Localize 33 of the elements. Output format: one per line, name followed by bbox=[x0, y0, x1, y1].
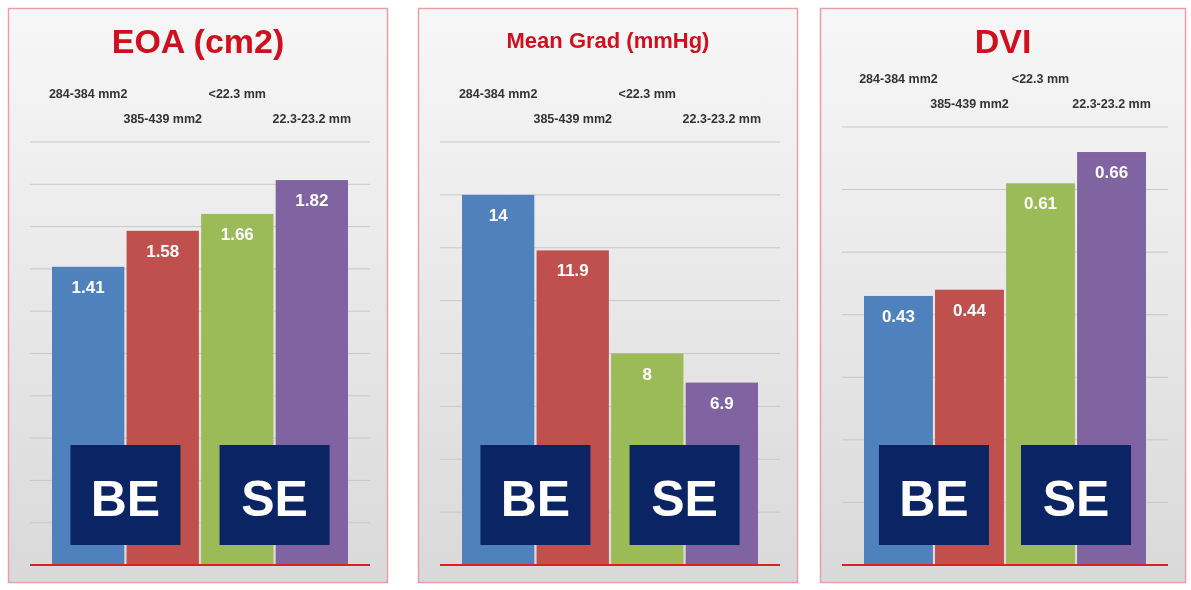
data-label: 0.43 bbox=[881, 306, 915, 326]
data-label: 8 bbox=[642, 364, 653, 384]
x-tick-label: 22.3-23.2 mm bbox=[682, 112, 762, 126]
chart-title: DVI bbox=[974, 22, 1032, 60]
x-tick-label: 385-439 mm2 bbox=[533, 112, 613, 126]
data-label: 1.58 bbox=[146, 241, 180, 261]
data-label: 0.66 bbox=[1095, 163, 1129, 183]
x-tick-label: <22.3 mm bbox=[618, 87, 676, 101]
x-tick-label: 22.3-23.2 mm bbox=[272, 112, 352, 126]
data-label: 1.82 bbox=[295, 191, 329, 211]
chart-title: EOA (cm2) bbox=[111, 22, 285, 60]
annotation: SE bbox=[241, 471, 308, 527]
x-tick-label: 385-439 mm2 bbox=[123, 112, 203, 126]
annotation: BE bbox=[90, 471, 161, 527]
chart-title: Mean Grad (mmHg) bbox=[506, 28, 710, 53]
annotation: SE bbox=[651, 471, 718, 527]
data-label: 1.41 bbox=[71, 277, 105, 297]
data-label: 0.61 bbox=[1023, 194, 1058, 214]
data-label: 14 bbox=[488, 205, 509, 225]
x-tick-label: 284-384 mm2 bbox=[859, 72, 938, 86]
x-tick-label: 22.3-23.2 mm bbox=[1072, 97, 1151, 111]
annotation: BE bbox=[899, 471, 969, 527]
annotation: SE bbox=[1042, 471, 1110, 527]
data-label: 6.9 bbox=[710, 393, 734, 413]
x-tick-label: 284-384 mm2 bbox=[458, 87, 538, 101]
data-label: 1.66 bbox=[220, 224, 254, 244]
data-label: 0.44 bbox=[952, 300, 987, 320]
x-tick-label: 385-439 mm2 bbox=[930, 97, 1009, 111]
data-label: 11.9 bbox=[556, 261, 589, 281]
x-tick-label: 284-384 mm2 bbox=[48, 87, 128, 101]
annotation: BE bbox=[500, 471, 571, 527]
x-tick-label: <22.3 mm bbox=[208, 87, 266, 101]
x-tick-label: <22.3 mm bbox=[1011, 72, 1070, 86]
